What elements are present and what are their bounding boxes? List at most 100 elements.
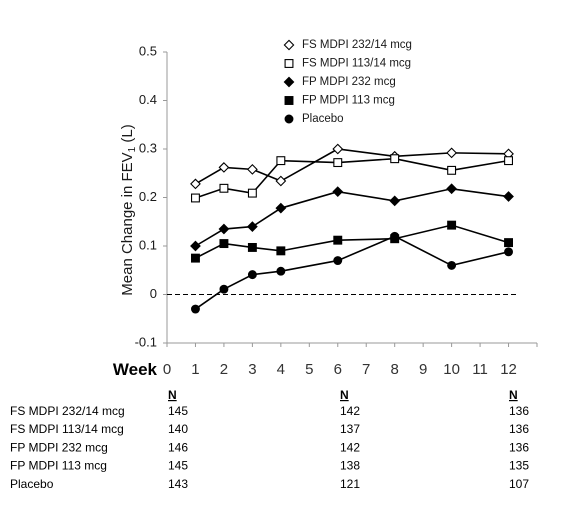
n-value: 146 xyxy=(168,440,188,454)
y-axis-label-main: Mean Change in FEV xyxy=(119,152,136,295)
data-point xyxy=(504,156,513,166)
data-point xyxy=(247,221,258,232)
series-3 xyxy=(190,183,514,252)
x-tick-label: 1 xyxy=(191,361,199,378)
n-value: 142 xyxy=(340,440,360,454)
data-point xyxy=(389,195,401,207)
data-point xyxy=(333,235,343,245)
n-value: 135 xyxy=(509,459,529,473)
legend-marker xyxy=(284,96,294,105)
data-point xyxy=(191,304,200,314)
n-column-header: N xyxy=(509,388,518,402)
legend-label: FP MDPI 113 mcg xyxy=(302,95,395,107)
legend-entry: FP MDPI 113 mcg xyxy=(284,95,395,107)
data-point xyxy=(247,270,257,280)
n-row-label: FP MDPI 232 mcg xyxy=(10,440,108,454)
legend-marker xyxy=(284,59,294,68)
series-layer xyxy=(190,143,514,314)
data-point xyxy=(504,247,513,257)
x-tick-label: 5 xyxy=(305,361,313,378)
series-line xyxy=(195,148,509,185)
y-axis-label-unit: (L) xyxy=(119,124,136,147)
n-table-row: FS MDPI 232/14 mcg 145 142 136 xyxy=(10,404,529,418)
y-tick-label: 0.1 xyxy=(139,237,157,252)
x-tick-label: 8 xyxy=(391,361,399,378)
legend-marker xyxy=(283,39,295,51)
y-tick-label: 0.4 xyxy=(139,92,157,107)
data-point xyxy=(446,183,457,195)
legend-entry: FS MDPI 113/14 mcg xyxy=(284,58,411,70)
x-tick-label: 11 xyxy=(472,361,488,378)
data-point xyxy=(219,284,229,294)
n-value: 145 xyxy=(168,459,188,473)
data-point xyxy=(191,193,200,203)
data-point xyxy=(332,143,344,155)
data-point xyxy=(219,239,229,249)
n-column-header: N xyxy=(168,388,177,402)
x-tick-label: 3 xyxy=(248,361,256,378)
data-point xyxy=(247,163,258,175)
data-point xyxy=(219,183,229,193)
legend-entry: FP MDPI 232 mcg xyxy=(283,76,396,88)
n-table-row: FP MDPI 113 mcg 145 138 135 xyxy=(10,459,529,473)
legend-entry: Placebo xyxy=(284,113,344,125)
n-column-header: N xyxy=(340,388,349,402)
data-point xyxy=(218,223,230,235)
legend-label: FP MDPI 232 mcg xyxy=(302,76,396,88)
data-point xyxy=(247,188,257,198)
x-tick-label: 4 xyxy=(277,361,285,378)
x-tick-label: 7 xyxy=(362,361,370,378)
legend-label: Placebo xyxy=(302,113,344,125)
data-point xyxy=(275,202,287,214)
data-point xyxy=(218,162,230,173)
y-tick-label: -0.1 xyxy=(135,334,157,349)
legend-marker xyxy=(283,76,295,88)
x-axis-title: Week xyxy=(113,360,158,379)
x-tick-label: 10 xyxy=(443,361,460,378)
y-tick-label: 0.5 xyxy=(139,43,157,58)
y-tick-label: 0.3 xyxy=(139,140,157,155)
n-value: 140 xyxy=(168,422,188,436)
n-row-label: Placebo xyxy=(10,477,54,491)
data-point xyxy=(447,220,457,230)
x-tick-label: 12 xyxy=(500,361,517,378)
data-point xyxy=(447,260,457,270)
x-tick-labels: 0 1 2 3 4 5 6 7 8 9 10 11 12 xyxy=(163,343,538,378)
series-line xyxy=(195,224,509,259)
x-tick-label: 6 xyxy=(334,361,342,378)
legend-marker xyxy=(284,114,294,124)
data-point xyxy=(446,147,457,159)
svg-text:Mean Change in FEV1 (L): Mean Change in FEV1 (L) xyxy=(119,124,138,295)
n-value: 138 xyxy=(340,459,360,473)
n-value: 136 xyxy=(509,440,529,454)
y-tick-label: 0 xyxy=(150,286,157,301)
legend-label: FS MDPI 113/14 mcg xyxy=(302,58,411,70)
x-tick-label: 2 xyxy=(220,361,228,378)
n-value: 137 xyxy=(340,422,360,436)
data-point xyxy=(504,238,513,248)
n-row-label: FS MDPI 232/14 mcg xyxy=(10,404,125,418)
data-point xyxy=(332,186,344,198)
data-point xyxy=(191,253,200,263)
data-point xyxy=(390,154,400,164)
n-row-label: FP MDPI 113 mcg xyxy=(10,459,107,473)
legend: FS MDPI 232/14 mcg FS MDPI 113/14 mcg FP M… xyxy=(283,39,412,125)
x-tick-label: 0 xyxy=(163,361,171,378)
n-value: 136 xyxy=(509,404,529,418)
data-point xyxy=(276,246,286,256)
data-point xyxy=(190,240,201,252)
y-axis-label-subscript: 1 xyxy=(127,146,138,152)
series-1 xyxy=(190,143,514,190)
data-point xyxy=(275,175,287,187)
series-2 xyxy=(191,154,513,203)
data-point xyxy=(333,158,343,168)
series-line xyxy=(195,187,509,247)
n-value: 107 xyxy=(509,477,529,491)
n-table-row: FP MDPI 232 mcg 146 142 136 xyxy=(10,440,529,454)
y-axis-label: Mean Change in FEV1 (L) xyxy=(119,124,138,295)
n-table-row: FS MDPI 113/14 mcg 140 137 136 xyxy=(10,422,529,436)
data-point xyxy=(503,191,514,202)
legend-entry: FS MDPI 232/14 mcg xyxy=(283,39,412,51)
